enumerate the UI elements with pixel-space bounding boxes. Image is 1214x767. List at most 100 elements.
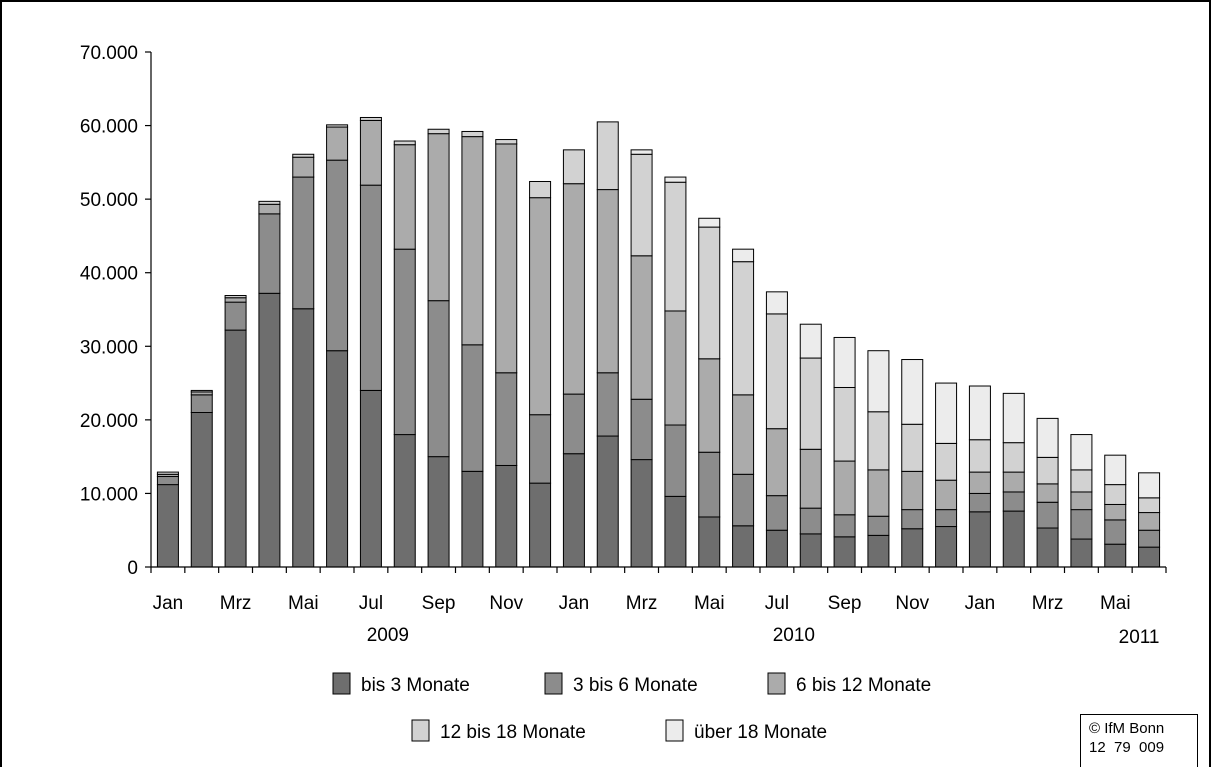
bar-segment-3	[427, 133, 450, 302]
bar-segment-2	[765, 495, 788, 531]
bar-segment-5	[935, 382, 958, 444]
y-axis: 0 10.000 20.000 30.000 40.000 50.000 60.000 70.…	[80, 43, 152, 579]
bar-segment-1	[427, 456, 450, 568]
x-tick-label: Mrz	[626, 593, 658, 614]
bar-segment-3	[258, 203, 281, 215]
bar-segment-2	[1036, 501, 1059, 529]
bar-segment-3	[1002, 471, 1025, 493]
x-tick-label: Jul	[359, 593, 383, 614]
bar-segment-4	[1138, 497, 1161, 514]
legend-label: 12 bis 18 Monate	[440, 722, 586, 743]
bar-segment-2	[799, 507, 822, 535]
bar-segment-2	[359, 184, 382, 391]
bar-segment-1	[1036, 527, 1059, 568]
bar-segment-4	[1104, 484, 1127, 505]
y-tick-label: 10.000	[80, 484, 138, 505]
bar-segment-5	[867, 350, 890, 413]
bar-segment-5	[1138, 472, 1161, 499]
bar-segment-4	[664, 181, 687, 312]
x-year-label: 2010	[773, 625, 815, 646]
bar-segment-2	[529, 414, 552, 484]
bar-segment-4	[190, 389, 213, 393]
bar-segment-3	[901, 470, 924, 511]
bar-segment-5	[1104, 454, 1127, 486]
bar-segment-2	[1104, 519, 1127, 545]
bar-segment-1	[596, 435, 619, 568]
bar-segment-3	[799, 448, 822, 509]
credit-line-1: © IfM Bonn	[1089, 720, 1165, 737]
bar-segment-2	[968, 492, 991, 513]
bar-segment-3	[765, 428, 788, 497]
bar-segment-2	[562, 393, 585, 455]
bar-segment-2	[258, 213, 281, 294]
bar-segment-1	[529, 482, 552, 568]
bar-segment-4	[968, 439, 991, 473]
x-tick-label: Mai	[694, 593, 725, 614]
bar-segment-5	[799, 323, 822, 359]
bars	[156, 116, 1161, 568]
bar-segment-1	[765, 529, 788, 568]
bar-segment-3	[935, 479, 958, 511]
bar-segment-2	[664, 424, 687, 497]
bar-segment-4	[224, 295, 247, 299]
legend-label: bis 3 Monate	[361, 675, 470, 696]
bar-segment-1	[258, 292, 281, 568]
y-tick-label: 20.000	[80, 411, 138, 432]
bar-segment-1	[799, 533, 822, 568]
bar-segment-4	[732, 261, 755, 396]
x-tick-label: Nov	[895, 593, 929, 614]
x-tick-label: Jan	[965, 593, 996, 614]
bar-segment-4	[765, 313, 788, 430]
bar-segment-1	[968, 511, 991, 568]
legend-swatch	[332, 672, 351, 695]
bar-segment-4	[833, 386, 856, 462]
bar-segment-4	[156, 471, 179, 475]
legend: bis 3 Monate 3 bis 6 Monate 6 bis 12 Monat…	[332, 672, 931, 743]
bar-segment-1	[359, 389, 382, 568]
bar-segment-5	[1002, 392, 1025, 444]
bar-segment-2	[224, 301, 247, 331]
bar-segment-3	[833, 460, 856, 516]
legend-swatch	[411, 719, 430, 742]
bar-segment-1	[1002, 510, 1025, 568]
bar-segment-3	[732, 394, 755, 475]
y-tick-label: 50.000	[80, 190, 138, 211]
bar-segment-4	[562, 149, 585, 185]
legend-label: 6 bis 12 Monate	[796, 675, 931, 696]
bar-segment-2	[190, 394, 213, 413]
bar-segment-3	[326, 126, 349, 161]
bar-segment-1	[292, 308, 315, 568]
bar-segment-5	[732, 248, 755, 263]
bar-segment-4	[427, 128, 450, 135]
bar-segment-1	[664, 495, 687, 568]
bar-segment-1	[156, 484, 179, 568]
bar-segment-4	[1070, 469, 1093, 493]
bar-segment-5	[664, 176, 687, 183]
bar-segment-1	[1104, 543, 1127, 568]
bar-segment-4	[630, 153, 653, 257]
x-year-label: 2009	[367, 625, 409, 646]
bar-segment-5	[765, 291, 788, 315]
bar-segment-4	[935, 442, 958, 481]
bar-segment-2	[495, 372, 518, 466]
bar-segment-4	[698, 226, 721, 360]
bar-segment-3	[529, 197, 552, 416]
bar-segment-2	[156, 476, 179, 486]
bar-segment-2	[901, 509, 924, 530]
bar-segment-3	[630, 255, 653, 400]
legend-label: über 18 Monate	[694, 722, 827, 743]
bar-segment-2	[427, 300, 450, 458]
x-tick-label: Mai	[288, 593, 319, 614]
legend-swatch	[665, 719, 684, 742]
bar-segment-3	[1104, 503, 1127, 521]
bar-segment-5	[833, 336, 856, 388]
bar-segment-1	[935, 526, 958, 568]
bar-segment-1	[1070, 538, 1093, 568]
legend-swatch	[767, 672, 786, 695]
bar-segment-1	[1138, 546, 1161, 568]
bar-segment-3	[359, 119, 382, 186]
bar-segment-2	[292, 176, 315, 310]
bar-segment-1	[393, 434, 416, 568]
y-tick-label: 0	[127, 558, 138, 579]
bar-segment-1	[495, 464, 518, 568]
